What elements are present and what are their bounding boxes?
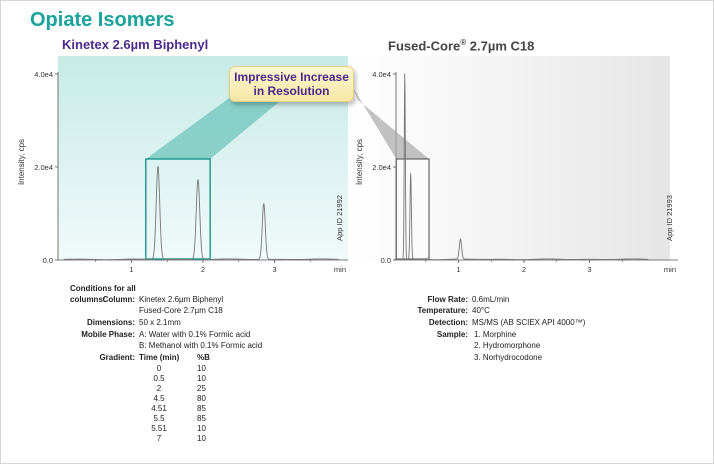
gradient-b-header: %B (197, 353, 210, 362)
gradient-time-cell: 2 (156, 384, 162, 393)
y-tick-label: 4.0e4 (372, 70, 391, 79)
callout-connector (352, 86, 430, 159)
mobile-phase-a: A: Water with 0.1% Formic acid (139, 330, 251, 339)
y-axis-label: Intensity, cps (355, 139, 364, 185)
x-tick-label: 2 (201, 265, 205, 274)
y-tick-label: 0.0 (381, 256, 391, 265)
right-title-main: Fused-Core (388, 38, 461, 54)
conditions-heading: Conditions for all columns: (70, 284, 136, 304)
y-axis-label: Intensity, cps (17, 139, 26, 185)
x-axis-label: min (334, 265, 346, 274)
chromatogram-trace (63, 165, 339, 261)
right-title-rest: 2.7µm C18 (466, 38, 535, 54)
mobile-phase-label: Mobile Phase: (81, 330, 135, 339)
y-tick-label: 2.0e4 (372, 163, 391, 172)
flow-rate-value: 0.6mL/min (472, 295, 510, 304)
right-column-title: Fused-Core® 2.7µm C18 (388, 38, 534, 53)
gradient-b-cell: 80 (197, 394, 206, 403)
callout-line-2: in Resolution (253, 84, 330, 98)
x-tick-label: 1 (456, 265, 460, 274)
gradient-time-cell: 7 (156, 434, 162, 443)
callout-line-1: Impressive Increase (234, 70, 349, 84)
gradient-b-cell: 25 (197, 384, 206, 393)
chromatogram-svg: 0.0 2.0e4 4.0e4 1 2 3 min Intensity, cps App ID … (17, 56, 678, 274)
gradient-b-cell: 10 (197, 424, 206, 433)
x-axis-label: min (664, 265, 676, 274)
left-column-title: Kinetex 2.6µm Biphenyl (62, 37, 209, 52)
gradient-label: Gradient: (99, 353, 135, 362)
callout-connector (145, 96, 286, 159)
chromatogram-trace (394, 73, 649, 261)
gradient-time-cell: 4.51 (151, 404, 167, 413)
flow-rate-label: Flow Rate: (427, 295, 468, 304)
app-id-annotation: App ID 21993 (665, 195, 674, 241)
gradient-b-cell: 85 (197, 414, 206, 423)
gradient-b-cell: 10 (197, 374, 206, 383)
gradient-time-header: Time (min) (139, 353, 180, 362)
sample-label: Sample: (436, 330, 468, 339)
x-tick-label: 3 (587, 265, 591, 274)
right-chart: 0.0 2.0e4 4.0e4 1 2 3 min Intensity, cps App ID … (352, 70, 678, 274)
column-value-2: Fused-Core 2.7µm C18 (139, 306, 223, 315)
registered-mark: ® (460, 38, 467, 47)
detection-value: MS/MS (AB SCIEX API 4000™) (472, 318, 586, 327)
resolution-callout: Impressive Increase in Resolution (229, 66, 354, 102)
temperature-label: Temperature: (417, 306, 468, 315)
x-tick-label: 3 (272, 265, 276, 274)
gradient-b-cell: 85 (197, 404, 206, 413)
temperature-value: 40°C (472, 306, 490, 315)
column-value-1: Kinetex 2.6µm Biphenyl (139, 295, 224, 304)
left-chart: 0.0 2.0e4 4.0e4 1 2 3 min Intensity, cps App ID … (17, 70, 348, 274)
gradient-time-cell: 4.5 (153, 394, 165, 403)
dimensions-value: 50 x 2.1mm (139, 318, 181, 327)
y-tick-label: 0.0 (43, 256, 53, 265)
gradient-time-cell: 0 (156, 364, 162, 373)
column-label: Column: (102, 295, 135, 304)
gradient-time-cell: 5.51 (151, 424, 167, 433)
sample-3: 3. Norhydrocodone (474, 353, 543, 362)
gradient-b-cell: 10 (197, 434, 206, 443)
x-tick-label: 1 (129, 265, 133, 274)
y-tick-label: 4.0e4 (34, 70, 53, 79)
y-tick-label: 2.0e4 (34, 163, 53, 172)
app-id-annotation: App ID 21992 (335, 195, 344, 241)
dimensions-label: Dimensions: (86, 318, 135, 327)
detection-label: Detection: (428, 318, 468, 327)
gradient-b-cell: 10 (197, 364, 206, 373)
sample-1: 1. Morphine (474, 330, 517, 339)
mobile-phase-b: B: Methanol with 0.1% Formic acid (139, 341, 263, 350)
sample-2: 2. Hydromorphone (474, 341, 541, 350)
x-tick-label: 2 (522, 265, 526, 274)
gradient-time-cell: 0.5 (153, 374, 165, 383)
gradient-time-cell: 5.5 (153, 414, 165, 423)
figure-title: Opiate Isomers (30, 9, 175, 31)
